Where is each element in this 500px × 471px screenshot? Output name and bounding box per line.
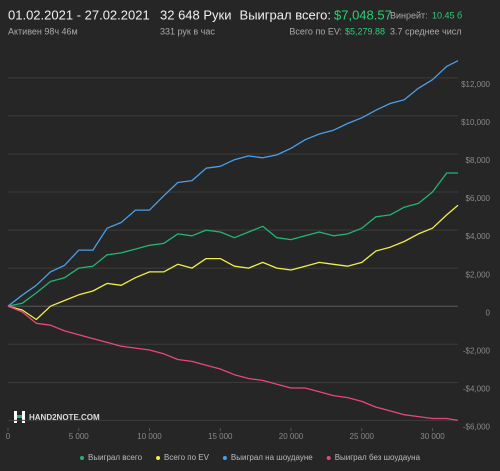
- y-tick-label: -$2,000: [463, 346, 491, 355]
- x-tick-label: 20 000: [279, 432, 304, 441]
- y-tick-label: $12,000: [461, 80, 490, 89]
- legend-marker: [156, 456, 161, 460]
- legend-marker: [326, 456, 331, 460]
- x-tick-label: 10 000: [137, 432, 162, 441]
- winrate-value: 10.45 б: [432, 10, 462, 20]
- series-line: [7, 60, 459, 307]
- logo: [14, 411, 25, 423]
- ev-label: Всего по EV:: [289, 26, 342, 36]
- legend-marker: [222, 456, 227, 460]
- y-tick-label: $8,000: [466, 156, 491, 165]
- hands-per-hour: 331 рук в час: [160, 26, 215, 36]
- hands-count: 32 648 Руки: [160, 7, 232, 22]
- y-tick-label: -$6,000: [463, 422, 491, 431]
- legend-label: Выиграл всего: [88, 453, 143, 462]
- series-line: [7, 305, 459, 422]
- legend-label: Выиграл на шоудауне: [231, 453, 313, 462]
- x-tick-label: 30 000: [420, 432, 445, 441]
- series-line: [7, 204, 459, 321]
- legend-marker: [79, 456, 84, 460]
- y-tick-label: $2,000: [466, 270, 491, 279]
- x-tick-label: 25 000: [350, 432, 375, 441]
- won-label: Выиграл всего:: [240, 7, 331, 22]
- legend: Выиграл всего Всего по EV Выиграл на шоуда…: [79, 453, 421, 462]
- y-tick-label: $6,000: [466, 194, 491, 203]
- x-tick-label: 5 000: [69, 432, 90, 441]
- date-range: 01.02.2021 - 27.02.2021: [8, 7, 150, 22]
- x-tick-label: 0: [6, 432, 11, 441]
- series-line: [7, 172, 458, 307]
- plot: -$6,000 -$4,000 -$2,000 0 $2,000 $4,000 $6,000…: [6, 60, 491, 441]
- y-tick-label: 0: [486, 308, 491, 317]
- winrate-label: Винрейт:: [390, 10, 428, 20]
- won-value: $7,048.57: [334, 7, 392, 22]
- watermark: HAND2NOTE.COM: [29, 413, 100, 422]
- legend-label: Всего по EV: [164, 453, 210, 462]
- x-tick-label: 15 000: [208, 432, 233, 441]
- legend-label: Выиграл без шоудауна: [335, 453, 421, 462]
- active-time: Активен 98ч 46м: [8, 26, 78, 36]
- ev-value: $5,279.88: [345, 26, 385, 36]
- y-tick-label: $10,000: [461, 118, 490, 127]
- avg-tables: 3.7 среднее числ: [390, 26, 462, 36]
- y-tick-label: $4,000: [466, 232, 491, 241]
- y-tick-label: -$4,000: [463, 384, 491, 393]
